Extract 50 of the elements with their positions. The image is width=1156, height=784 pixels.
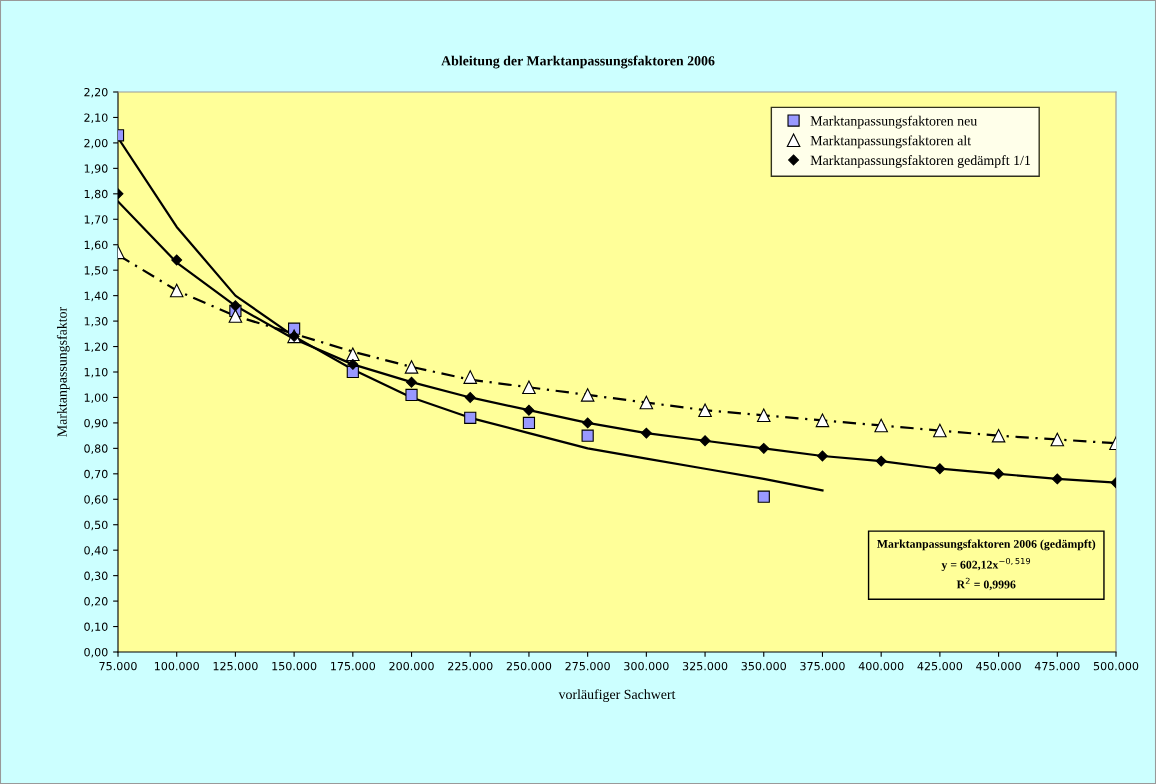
x-tick-label: 275.000 <box>565 661 610 671</box>
y-tick-label: 0,60 <box>84 495 108 505</box>
x-tick-label: 300.000 <box>624 661 669 671</box>
y-tick-label: 2,20 <box>84 87 108 98</box>
x-tick-label: 150.000 <box>272 661 317 671</box>
legend-label: Marktanpassungsfaktoren neu <box>810 115 977 129</box>
x-tick-label: 500.000 <box>1093 661 1139 671</box>
y-tick-label: 0,50 <box>84 520 108 531</box>
y-tick-label: 0,00 <box>84 647 108 658</box>
y-tick-label: 1,70 <box>84 215 108 225</box>
x-tick-label: 325.000 <box>682 661 728 671</box>
y-tick-label: 0,40 <box>84 546 108 556</box>
chart-title: Ableitung der Marktanpassungsfaktoren 2006 <box>441 55 715 69</box>
y-tick-label: 0,90 <box>84 418 108 429</box>
y-tick-label: 1,40 <box>84 291 108 302</box>
x-tick-label: 425.000 <box>917 661 963 671</box>
x-tick-label: 75.000 <box>99 661 137 671</box>
x-axis-title: vorläufiger Sachwert <box>558 689 676 702</box>
x-tick-label: 375.000 <box>800 661 845 671</box>
x-tick-label: 450.000 <box>976 661 1021 671</box>
annotation: R$^{2}$ = 0,9996 <box>956 577 1016 591</box>
x-tick-label: 125.000 <box>213 661 258 671</box>
x-tick-label: 225.000 <box>448 661 493 671</box>
x-tick-label: 175.000 <box>331 661 376 671</box>
y-tick-label: 1,30 <box>84 317 108 327</box>
x-tick-label: 250.000 <box>506 661 552 671</box>
y-tick-label: 1,90 <box>84 164 108 174</box>
y-tick-label: 0,30 <box>84 571 108 582</box>
y-tick-label: 0,70 <box>84 469 108 480</box>
y-tick-label: 0,20 <box>84 597 108 607</box>
y-tick-label: 2,10 <box>84 113 108 123</box>
y-tick-label: 1,20 <box>84 342 108 353</box>
y-tick-label: 0,10 <box>84 622 108 633</box>
y-tick-label: 1,00 <box>84 393 108 403</box>
y-axis-title: Marktanpassungsfaktor <box>56 306 70 437</box>
x-tick-label: 400.000 <box>858 661 904 671</box>
x-tick-label: 475.000 <box>1034 661 1080 671</box>
y-tick-label: 1,10 <box>84 367 108 378</box>
x-tick-label: 100.000 <box>154 661 199 671</box>
y-tick-label: 0,80 <box>84 444 108 454</box>
x-tick-label: 200.000 <box>389 661 434 671</box>
y-tick-label: 2,00 <box>84 138 108 149</box>
legend-label: Marktanpassungsfaktoren gedämpft 1/1 <box>810 155 1031 168</box>
y-tick-label: 1,60 <box>84 240 108 251</box>
x-tick-label: 350.000 <box>741 661 786 671</box>
annotation: Marktanpassungsfaktoren 2006 (gedämpft) <box>877 539 1096 551</box>
legend-label: Marktanpassungsfaktoren alt <box>810 135 971 149</box>
y-tick-label: 1,80 <box>84 189 108 200</box>
annotation: y = 602,12x$^{−0,519}$ <box>941 557 1031 572</box>
y-tick-label: 1,50 <box>84 266 108 276</box>
